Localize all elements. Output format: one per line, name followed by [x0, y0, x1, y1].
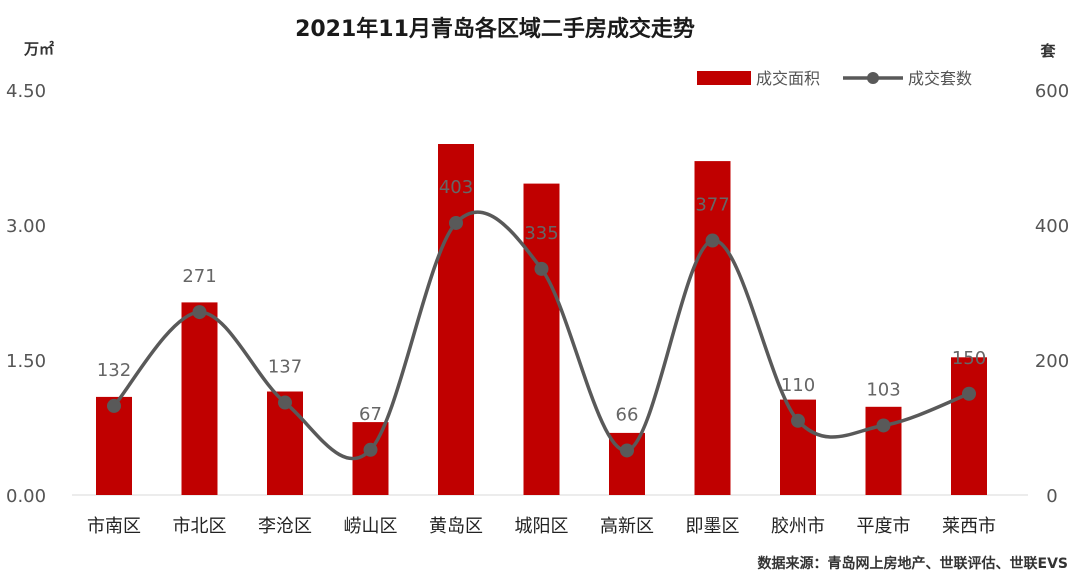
left-axis-tick: 0.00 [6, 486, 46, 507]
data-label: 403 [439, 177, 473, 198]
bar [438, 144, 474, 495]
line-point [705, 233, 720, 248]
data-label: 132 [97, 360, 131, 381]
x-axis-tick: 崂山区 [344, 516, 398, 537]
chart-title: 2021年11月青岛各区域二手房成交走势 [295, 16, 695, 42]
x-axis-ticks: 市南区 市北区 李沧区 崂山区 黄岛区 城阳区 高新区 即墨区 胶州市 平度市 莱西市 [87, 516, 996, 537]
right-axis-unit: 套 [1039, 42, 1056, 60]
line-point [363, 442, 378, 457]
right-axis-ticks: 600 400 200 0 [1035, 81, 1069, 507]
line-point [449, 215, 463, 230]
line-point [534, 261, 549, 276]
legend-line-label: 成交套数 [908, 69, 972, 88]
line-point [962, 386, 976, 401]
bar [951, 357, 987, 495]
line-point [107, 398, 121, 413]
line-point [791, 413, 805, 428]
bar [181, 302, 218, 495]
data-label: 137 [268, 357, 302, 378]
data-label: 150 [952, 348, 986, 369]
data-label: 67 [359, 404, 382, 425]
data-label: 271 [182, 266, 216, 287]
x-axis-tick: 高新区 [600, 516, 654, 537]
line-point [192, 305, 207, 320]
right-axis-tick: 400 [1035, 216, 1069, 237]
bar [96, 396, 132, 495]
x-axis-tick: 市南区 [87, 516, 141, 537]
x-axis-tick: 李沧区 [258, 516, 312, 537]
line-point [620, 443, 634, 458]
data-label: 103 [866, 379, 900, 400]
line-point [278, 395, 292, 410]
x-axis-tick: 黄岛区 [429, 516, 483, 537]
bar [523, 183, 560, 495]
data-label: 377 [695, 195, 729, 216]
line-point [876, 418, 891, 433]
source-note: 数据来源：青岛网上房地产、世联评估、世联EVS [758, 555, 1068, 572]
left-axis-ticks: 4.50 3.00 1.50 0.00 [6, 81, 46, 507]
data-label: 335 [524, 223, 558, 244]
right-axis-tick: 0 [1046, 486, 1057, 507]
legend-line-marker [867, 72, 879, 84]
data-label: 110 [781, 375, 815, 396]
x-axis-tick: 市北区 [173, 516, 227, 537]
legend-bar-swatch [697, 71, 751, 85]
right-axis-tick: 600 [1035, 81, 1069, 102]
x-axis-tick: 城阳区 [515, 516, 569, 537]
x-axis-tick: 胶州市 [771, 516, 825, 537]
bar-series [96, 144, 987, 495]
left-axis-tick: 3.00 [6, 216, 46, 237]
x-axis-tick: 平度市 [857, 516, 911, 537]
legend-bar-label: 成交面积 [756, 69, 820, 88]
right-axis-tick: 200 [1035, 351, 1069, 372]
x-axis-tick: 莱西市 [942, 516, 996, 537]
left-axis-tick: 4.50 [6, 81, 46, 102]
x-axis-tick: 即墨区 [686, 516, 740, 537]
left-axis-tick: 1.50 [6, 351, 46, 372]
line-series: 132 271 137 67 403 335 66 377 110 103 150 [97, 177, 986, 461]
left-axis-unit: 万㎡ [23, 40, 54, 58]
bar [694, 161, 731, 495]
legend: 成交面积 成交套数 [697, 69, 972, 88]
data-label: 66 [616, 404, 639, 425]
